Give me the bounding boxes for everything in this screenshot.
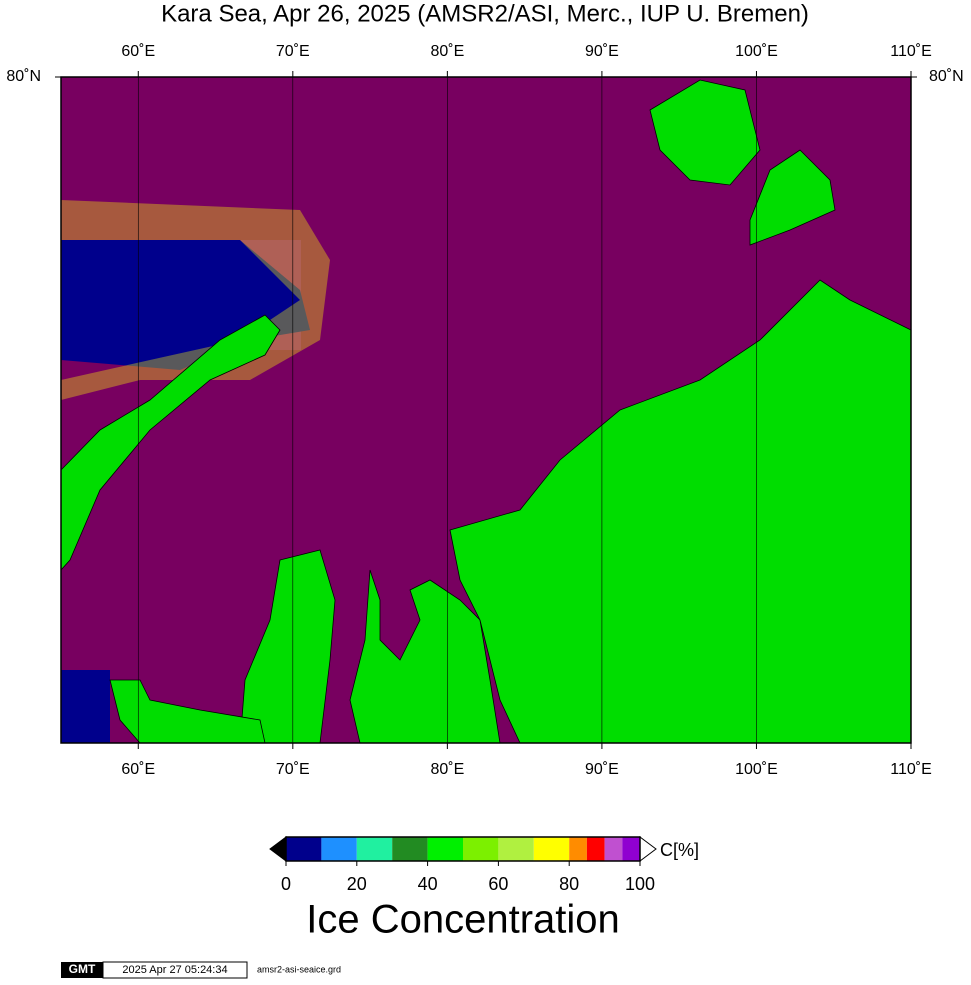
footer: GMT 2025 Apr 27 05:24:34 amsr2-asi-seaic…	[61, 961, 341, 979]
lon-label-bottom: 110˚E	[890, 761, 932, 778]
colorbar-segment	[356, 837, 393, 861]
novaya-zemlya	[60, 314, 281, 572]
colorbar-segment	[498, 837, 534, 861]
colorbar-unit: C[%]	[660, 840, 699, 860]
colorbar-tick-label: 40	[418, 874, 438, 894]
lon-label-top: 100˚E	[735, 43, 778, 60]
lon-label-top: 60˚E	[121, 43, 155, 60]
map-area	[60, 76, 912, 744]
open-water-south	[61, 670, 110, 743]
lon-label-bottom: 100˚E	[735, 761, 778, 778]
gydan	[349, 569, 501, 744]
lon-label-top: 90˚E	[585, 43, 619, 60]
lon-label-top: 110˚E	[890, 43, 932, 60]
colorbar-under	[269, 836, 287, 862]
colorbar-segment	[427, 837, 463, 861]
lon-label-bottom: 90˚E	[585, 761, 619, 778]
colorbar-tick-label: 0	[281, 874, 291, 894]
colorbar-segment	[622, 837, 640, 861]
colorbar-segment	[533, 837, 570, 861]
colorbar-segment	[286, 837, 322, 861]
severnaya-zemlya-1	[649, 79, 761, 186]
lat-label-right: 80˚N	[929, 68, 964, 85]
colorbar-tick-label: 80	[559, 874, 579, 894]
colorbar-over	[639, 836, 657, 862]
colorbar-segment	[392, 837, 428, 861]
colorbar-segment	[604, 837, 623, 861]
colorbar-segment	[321, 837, 357, 861]
colorbar-tick-label: 20	[347, 874, 367, 894]
mainland-west	[109, 679, 266, 744]
colorbar-segment	[586, 837, 605, 861]
file-name: amsr2-asi-seaice.grd	[257, 964, 341, 974]
colorbar-segment	[569, 837, 587, 861]
colorbar-tick-label: 100	[625, 874, 655, 894]
logo: GMT	[69, 962, 96, 976]
lon-label-bottom: 70˚E	[276, 761, 310, 778]
colorbar: C[%] Ice Concentration	[269, 836, 699, 942]
colorbar-tick-label: 60	[488, 874, 508, 894]
colorbar-frame	[285, 836, 641, 862]
timestamp-box	[102, 961, 248, 979]
lon-label-bottom: 60˚E	[121, 761, 155, 778]
taymyr	[449, 279, 912, 744]
colorbar-segment	[463, 837, 499, 861]
map-title: Kara Sea, Apr 26, 2025 (AMSR2/ASI, Merc.…	[161, 0, 809, 27]
logo-box	[61, 962, 103, 978]
colorbar-title: Ice Concentration	[306, 898, 620, 942]
lat-label-left: 80˚N	[6, 68, 41, 85]
lon-label-top: 80˚E	[430, 43, 464, 60]
timestamp: 2025 Apr 27 05:24:34	[122, 964, 227, 976]
lon-label-bottom: 80˚E	[430, 761, 464, 778]
lon-label-top: 70˚E	[276, 43, 310, 60]
